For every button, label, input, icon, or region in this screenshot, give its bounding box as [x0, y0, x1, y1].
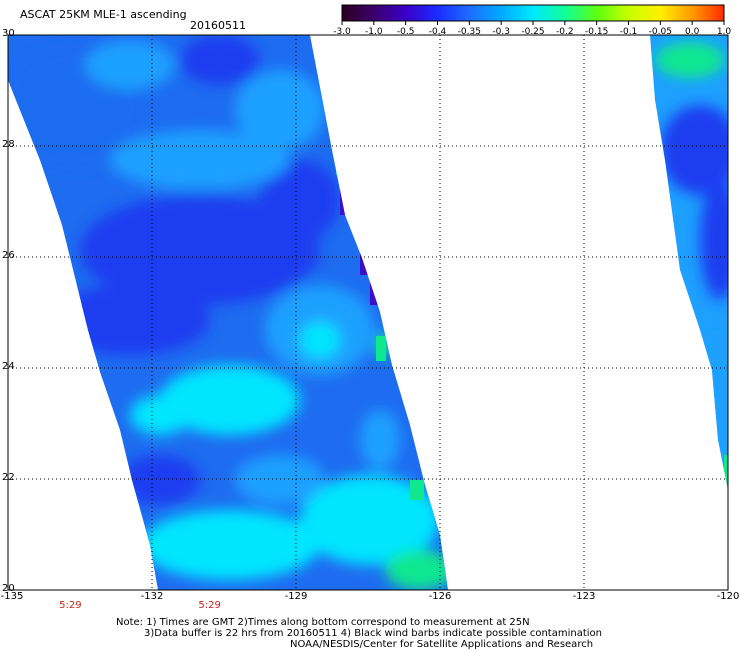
- graticule: [7, 34, 729, 591]
- colorbar-label: -0.4: [428, 27, 447, 37]
- figure-date: 20160511: [190, 19, 246, 32]
- colorbar-label: -0.3: [492, 27, 510, 37]
- latitude-label: 28: [2, 139, 15, 150]
- colorbar-label: -0.25: [521, 27, 545, 37]
- deep-blue-patch: [50, 285, 210, 355]
- light-blue-patch: [235, 70, 325, 150]
- latitude-label: 20: [2, 583, 15, 594]
- cyan-patch: [130, 395, 190, 435]
- deep-blue-patch: [700, 180, 728, 300]
- deep-blue-patch: [80, 195, 320, 305]
- swath-patterns: [8, 35, 448, 590]
- swath-patterns: [655, 42, 728, 425]
- colorbar-label: 1.0: [716, 27, 732, 37]
- light-blue-patch: [85, 40, 175, 90]
- longitude-label: -132: [140, 591, 164, 602]
- green-edge-cell: [410, 480, 424, 500]
- colorbar: [341, 4, 725, 25]
- note-line-1: Note: 1) Times are GMT 2)Times along bot…: [116, 617, 530, 628]
- longitude-label: -120: [716, 591, 740, 602]
- violet-edge-cell: [370, 280, 378, 305]
- right-swath: [650, 35, 728, 490]
- green-edge-cell: [336, 150, 344, 175]
- latitude-label: 26: [2, 250, 15, 261]
- cyan-patch: [300, 475, 440, 565]
- colorbar-label: -0.2: [556, 27, 574, 37]
- pass-time-label: 5:29: [59, 600, 82, 611]
- figure-title: ASCAT 25KM MLE-1 ascending: [20, 8, 187, 21]
- colorbar-label: -0.35: [457, 27, 481, 37]
- longitude-label: -126: [428, 591, 452, 602]
- colorbar-label: 0.0: [684, 27, 700, 37]
- green-edge-cell: [376, 336, 386, 361]
- colorbar-label: -0.5: [396, 27, 415, 37]
- colorbar-label: -0.15: [585, 27, 609, 37]
- longitude-label: -123: [572, 591, 596, 602]
- deep-blue-patch: [660, 105, 728, 195]
- violet-edge-cell: [340, 180, 348, 215]
- light-blue-patch: [235, 455, 325, 505]
- cyan-patch: [140, 510, 320, 580]
- left-swath: [8, 35, 448, 590]
- colorbar-label: -3.0: [333, 27, 351, 37]
- green-patch: [655, 42, 725, 78]
- colorbar-label: -0.05: [648, 27, 672, 37]
- cyan-patch: [160, 365, 300, 435]
- colorbar-label: -0.1: [619, 27, 638, 37]
- latitude-label: 22: [2, 472, 15, 483]
- green-edge-cell: [724, 455, 728, 485]
- cyan-patch: [300, 322, 340, 358]
- latitude-label: 24: [2, 361, 15, 372]
- longitude-label: -129: [284, 591, 308, 602]
- deep-blue-patch: [120, 455, 200, 505]
- deep-blue-patch: [260, 160, 340, 240]
- colorbar-label: -1.0: [365, 27, 383, 37]
- light-blue-patch: [360, 410, 400, 470]
- deep-blue-patch: [180, 35, 260, 85]
- latitude-label: 30: [2, 28, 15, 39]
- green-patch: [385, 550, 448, 590]
- note-line-3: NOAA/NESDIS/Center for Satellite Applica…: [290, 639, 594, 650]
- note-line-2: 3)Data buffer is 22 hrs from 20160511 4)…: [144, 628, 602, 639]
- light-blue-patch: [110, 130, 290, 190]
- pass-time-label: 5:29: [198, 600, 221, 611]
- longitude-label: -135: [0, 591, 24, 602]
